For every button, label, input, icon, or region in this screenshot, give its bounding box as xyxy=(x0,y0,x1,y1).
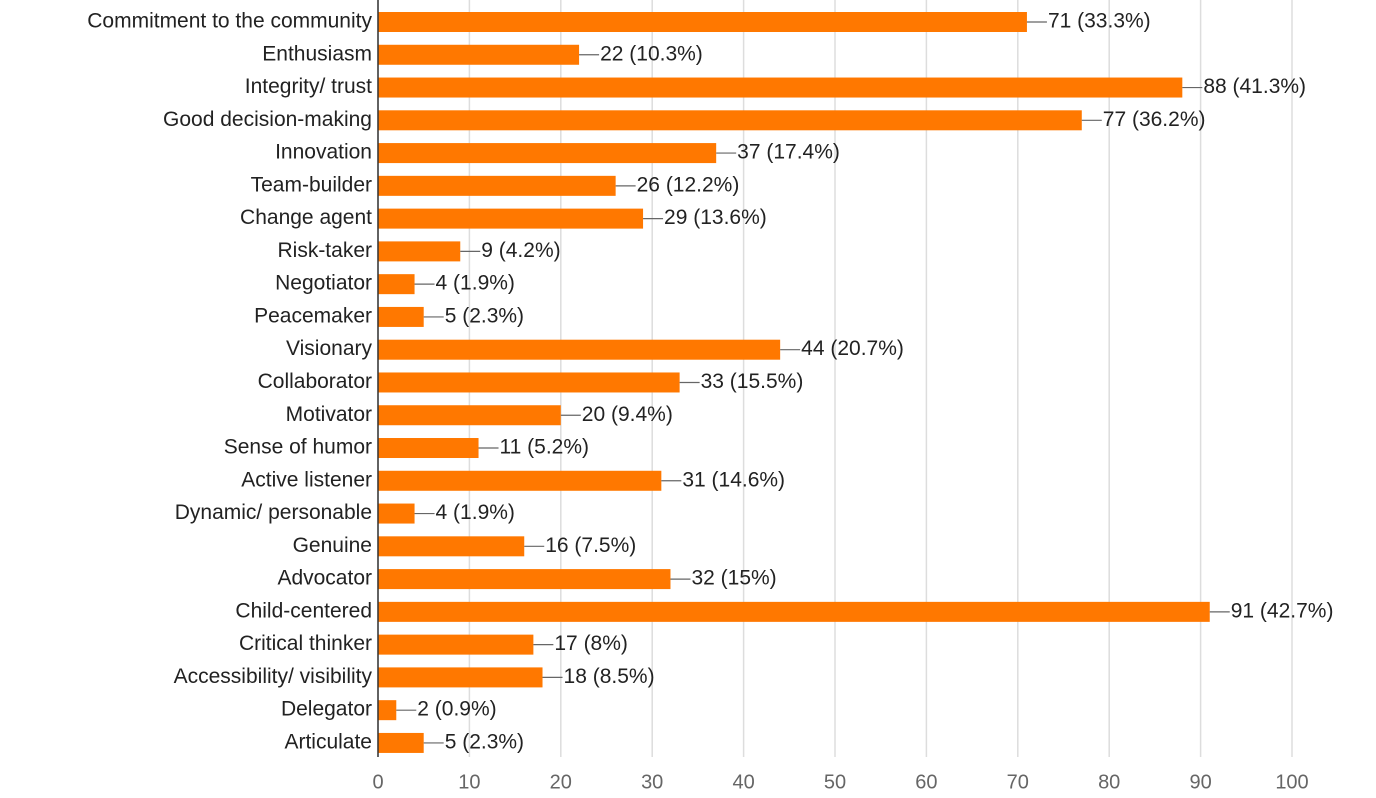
x-tick-label: 100 xyxy=(1275,771,1308,793)
value-label: 91 (42.7%) xyxy=(1231,599,1334,622)
x-tick-label: 20 xyxy=(550,771,572,793)
bar xyxy=(378,110,1082,131)
value-label: 18 (8.5%) xyxy=(564,665,655,688)
value-label: 11 (5.2%) xyxy=(500,436,590,459)
bar xyxy=(378,12,1027,32)
value-label: 4 (1.9%) xyxy=(436,272,515,295)
value-label: 44 (20.7%) xyxy=(801,337,904,360)
y-tick-label: Sense of humor xyxy=(224,436,372,459)
bar xyxy=(378,634,534,655)
x-tick-label: 80 xyxy=(1098,771,1120,793)
value-label: 88 (41.3%) xyxy=(1203,75,1306,98)
y-tick-label: Active listener xyxy=(241,468,372,491)
bar xyxy=(378,569,671,590)
bar xyxy=(378,732,424,753)
bar xyxy=(378,44,580,65)
value-label: 9 (4.2%) xyxy=(481,239,560,262)
y-tick-label: Delegator xyxy=(281,698,372,721)
y-tick-label: Child-centered xyxy=(235,599,372,622)
bar xyxy=(378,306,424,327)
x-tick-label: 30 xyxy=(641,771,663,793)
value-label: 26 (12.2%) xyxy=(637,173,740,196)
bar xyxy=(378,667,543,688)
value-label: 22 (10.3%) xyxy=(600,42,703,65)
value-label: 16 (7.5%) xyxy=(545,534,636,557)
bar xyxy=(378,77,1183,98)
value-label: 71 (33.3%) xyxy=(1048,10,1151,33)
x-tick-label: 40 xyxy=(732,771,754,793)
bar xyxy=(378,503,415,524)
value-label: 17 (8%) xyxy=(554,632,628,655)
value-label: 5 (2.3%) xyxy=(445,730,524,753)
y-tick-label: Dynamic/ personable xyxy=(175,501,372,524)
bar xyxy=(378,274,415,295)
value-label: 32 (15%) xyxy=(691,567,776,590)
y-tick-label: Team-builder xyxy=(251,173,372,196)
bar xyxy=(378,175,616,196)
value-label: 20 (9.4%) xyxy=(582,403,673,426)
bar xyxy=(378,438,479,459)
y-tick-label: Risk-taker xyxy=(277,239,372,262)
y-tick-label: Change agent xyxy=(240,206,372,229)
y-tick-label: Good decision-making xyxy=(163,108,372,131)
value-label: 4 (1.9%) xyxy=(436,501,515,524)
y-tick-label: Peacemaker xyxy=(254,304,372,327)
x-tick-label: 90 xyxy=(1189,771,1211,793)
value-label: 37 (17.4%) xyxy=(737,141,840,164)
y-tick-label: Genuine xyxy=(293,534,372,557)
y-tick-label: Negotiator xyxy=(275,272,372,295)
y-tick-label: Innovation xyxy=(275,141,372,164)
y-tick-label: Advocator xyxy=(277,567,372,590)
y-tick-label: Enthusiasm xyxy=(262,42,372,65)
y-tick-label: Accessibility/ visibility xyxy=(174,665,373,688)
x-tick-label: 50 xyxy=(824,771,846,793)
bar xyxy=(378,536,525,557)
value-label: 31 (14.6%) xyxy=(682,468,785,491)
x-tick-label: 10 xyxy=(458,771,480,793)
value-label: 5 (2.3%) xyxy=(445,304,524,327)
y-tick-label: Commitment to the community xyxy=(87,10,372,33)
y-tick-label: Articulate xyxy=(284,730,372,753)
value-label: 29 (13.6%) xyxy=(664,206,767,229)
x-tick-label: 70 xyxy=(1007,771,1029,793)
bar xyxy=(378,372,680,393)
value-label: 33 (15.5%) xyxy=(701,370,804,393)
bar xyxy=(378,339,781,360)
value-label: 77 (36.2%) xyxy=(1103,108,1206,131)
bar xyxy=(378,208,644,229)
bar xyxy=(378,470,662,491)
y-tick-label: Integrity/ trust xyxy=(245,75,372,98)
y-tick-label: Collaborator xyxy=(258,370,372,393)
bar xyxy=(378,405,561,426)
bar xyxy=(378,601,1210,622)
bar xyxy=(378,241,461,262)
bar xyxy=(378,143,717,164)
y-tick-label: Visionary xyxy=(286,337,372,360)
y-tick-label: Motivator xyxy=(286,403,372,426)
bar xyxy=(378,700,397,721)
x-tick-label: 60 xyxy=(915,771,937,793)
x-tick-label: 0 xyxy=(372,771,383,793)
value-label: 2 (0.9%) xyxy=(417,698,496,721)
y-tick-label: Critical thinker xyxy=(239,632,372,655)
